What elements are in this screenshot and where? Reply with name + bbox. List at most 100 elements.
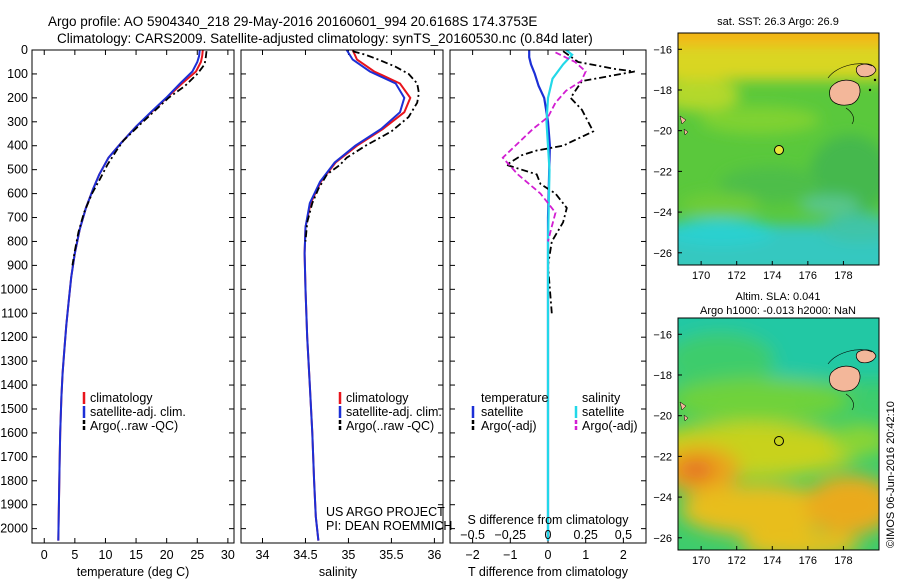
y-tick-label: 600 [7,187,28,201]
y-tick-label: 300 [7,115,28,129]
map-x-tick-label: 174 [763,270,781,282]
x-tick-label: 25 [190,548,204,562]
x-tick-label: 35 [341,548,355,562]
temperature-panel: 0100200300400500600700800900100011001200… [0,43,235,579]
y-tick-label: 1700 [0,450,28,464]
figure-title-line1: Argo profile: AO 5904340_218 29-May-2016… [48,14,537,29]
y-tick-label: 800 [7,234,28,248]
series-line-salinity-argo-adj [501,51,587,242]
y-tick-label: 2000 [0,522,28,536]
salinity-x-label: salinity [319,565,358,579]
land-islands [679,63,877,136]
salinity-axes-frame [240,49,444,544]
argo-float-marker [774,145,784,155]
y-tick-label: 1900 [0,498,28,512]
map-y-tick-label: −22 [653,451,672,463]
map-y-tick-label: −18 [653,85,672,97]
sst-map-title: sat. SST: 26.3 Argo: 26.9 [717,16,839,28]
y-tick-label: 400 [7,139,28,153]
map-x-tick-label: 176 [799,270,817,282]
figure-title-line2: Climatology: CARS2009. Satellite-adjuste… [57,31,593,46]
x-tick-label: 36 [427,548,441,562]
map-x-tick-label: 172 [728,555,746,567]
sst-map-panel: sat. SST: 26.3 Argo: 26.9 [653,16,880,282]
map-y-tick-label: −20 [653,126,672,138]
project-annotation: US ARGO PROJECT [326,505,445,519]
legend-label-climatology: climatology [346,391,409,405]
map-y-tick-label: −16 [653,44,672,56]
sla-map-title-line1: Altim. SLA: 0.041 [736,291,821,303]
y-tick-label: 1600 [0,426,28,440]
x-tick-label: 15 [129,548,143,562]
y-tick-label: 1800 [0,474,28,488]
difference-x-label: T difference from climatology [468,565,629,579]
y-tick-label: 1300 [0,354,28,368]
x-tick-label: 1 [582,548,589,562]
map-x-tick-label: 170 [692,555,710,567]
map-y-tick-label: −26 [653,248,672,260]
top-x-tick-label: −0.25 [494,528,526,542]
map-x-tick-label: 174 [763,555,781,567]
top-x-tick-label: −0.5 [460,528,485,542]
y-tick-label: 1500 [0,402,28,416]
series-line-argo-raw-qc [71,51,208,266]
y-tick-label: 500 [7,163,28,177]
map-y-tick-label: −22 [653,166,672,178]
difference-axes-frame [449,49,647,544]
temperature-x-label: temperature (deg C) [77,565,190,579]
map-x-tick-label: 178 [834,555,852,567]
series-line-satellite-adj-clim [57,50,201,541]
argo-float-marker [774,436,784,446]
legend-title-salinity: salinity [582,391,621,405]
legend-label-sal-argo: Argo(-adj) [582,419,638,433]
x-tick-label: 30 [221,548,235,562]
x-tick-label: 0 [545,548,552,562]
difference-legend: temperature salinity satellite Argo(-adj… [471,391,638,433]
sst-field [678,33,879,265]
sst-map-frame [677,32,880,266]
map-x-tick-label: 176 [799,555,817,567]
temperature-legend: climatology satellite-adj. clim. Argo(..… [82,391,186,433]
sla-map-frame [677,317,880,551]
sla-map-title-line2: Argo h1000: -0.013 h2000: NaN [700,305,856,317]
series-line-climatology [303,50,412,541]
y-tick-label: 0 [21,43,28,57]
top-x-tick-label: 0 [545,528,552,542]
legend-label-argo: Argo(..raw -QC) [90,419,178,433]
top-x-tick-label: 0.5 [615,528,632,542]
x-tick-label: 34.5 [293,548,317,562]
series-line-climatology [57,50,204,541]
y-tick-label: 1200 [0,330,28,344]
series-line-argo-raw-qc [304,50,420,242]
x-tick-label: 2 [620,548,627,562]
legend-title-temperature: temperature [481,391,548,405]
map-y-tick-label: −16 [653,329,672,341]
pi-annotation: PI: DEAN ROEMMICH [326,519,452,533]
x-tick-label: 10 [99,548,113,562]
x-tick-label: −2 [465,548,479,562]
temperature-axes-frame [31,49,235,544]
x-tick-label: −1 [503,548,517,562]
y-tick-label: 200 [7,91,28,105]
series-line-salinity-satellite [545,50,574,541]
x-tick-label: 34 [256,548,270,562]
x-tick-label: 5 [71,548,78,562]
x-tick-label: 0 [41,548,48,562]
map-y-tick-label: −26 [653,533,672,545]
y-tick-label: 1000 [0,282,28,296]
y-tick-label: 700 [7,211,28,225]
x-tick-label: 35.5 [379,548,403,562]
y-tick-label: 900 [7,258,28,272]
imos-credit: ©IMOS 06-Jun-2016 20:42:10 [885,401,897,548]
series-line-satellite-adj-clim [303,50,406,541]
salinity-legend: climatology satellite-adj. clim. Argo(..… [338,391,442,433]
land-islands [679,349,877,422]
sla-map-panel: Altim. SLA: 0.041 Argo h1000: -0.013 h20… [653,291,880,567]
legend-label-satellite-adj: satellite-adj. clim. [90,405,186,419]
difference-panel: −2 −1 0 1 2 −0.5 −0.25 0 0.25 0.5 S difference f… [449,49,647,579]
series-line-temperature-argo-adj [504,50,635,314]
legend-label-sal-satellite: satellite [582,405,624,419]
map-y-tick-label: −24 [653,207,672,219]
y-tick-label: 1400 [0,378,28,392]
